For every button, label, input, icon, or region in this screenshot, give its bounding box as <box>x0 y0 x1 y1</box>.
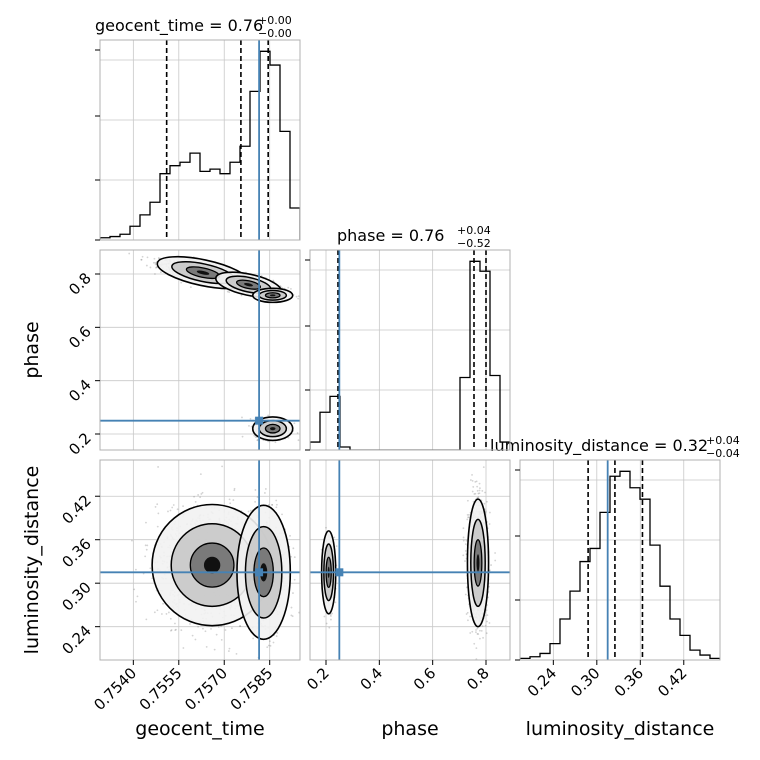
title-luminosity-distance-sup: +0.04 <box>706 434 740 447</box>
x-tick-label-geocent-time-0: 0.7540 <box>90 664 140 714</box>
frame-1-0 <box>99 249 301 451</box>
frame-2-0 <box>99 459 301 661</box>
title-geocent-time-sup: +0.00 <box>258 14 292 27</box>
x-tick-label-geocent-time-1: 0.7555 <box>136 664 186 714</box>
panel-geocent-time-histogram <box>100 40 300 240</box>
x-axis-label-luminosity-distance: luminosity_distance <box>526 718 715 740</box>
title-luminosity-distance-text: luminosity_distance = 0.32 <box>490 436 708 456</box>
panel-luminosity-distance-vs-phase <box>310 460 510 660</box>
y-tick-label-phase-1: 0.4 <box>65 376 95 406</box>
y-tick-label-luminosity-distance-2: 0.36 <box>58 535 94 571</box>
density-peak-0 <box>203 556 221 574</box>
x-tick-label-luminosity-distance-0: 0.24 <box>524 664 560 700</box>
title-phase-text: phase = 0.76 <box>337 226 444 245</box>
y-tick-label-phase-0: 0.2 <box>65 429 95 459</box>
x-tick-label-geocent-time-2: 0.7570 <box>181 664 231 714</box>
y-axis-label-luminosity-distance: luminosity_distance <box>21 466 43 655</box>
density-peak-1 <box>476 554 480 572</box>
title-phase: phase = 0.76 +0.04 −0.52 <box>337 224 491 250</box>
y-axis-label-phase: phase <box>21 321 43 378</box>
panel-luminosity-distance-vs-geocent-time <box>100 460 300 660</box>
title-phase-sub: −0.52 <box>457 237 491 250</box>
x-tick-label-phase-0: 0.2 <box>303 664 333 694</box>
x-tick-label-luminosity-distance-1: 0.30 <box>567 664 603 700</box>
x-axis-label-phase: phase <box>381 718 438 740</box>
truth-marker <box>335 568 344 577</box>
frame-1-1 <box>309 249 511 451</box>
y-tick-label-luminosity-distance-3: 0.42 <box>58 491 94 527</box>
frame-2-1 <box>309 459 511 661</box>
frame-2-2 <box>519 459 721 661</box>
x-tick-label-phase-2: 0.6 <box>410 664 440 694</box>
x-tick-label-luminosity-distance-3: 0.42 <box>654 664 690 700</box>
title-luminosity-distance: luminosity_distance = 0.32 +0.04 −0.04 <box>490 434 740 460</box>
density-peak-3 <box>270 427 276 431</box>
y-tick-label-phase-2: 0.6 <box>65 322 95 352</box>
title-geocent-time-text: geocent_time = 0.76 <box>95 16 263 36</box>
x-axis-label-geocent-time: geocent_time <box>135 718 264 740</box>
panel-phase-histogram <box>310 250 510 450</box>
title-geocent-time-sub: −0.00 <box>258 27 292 40</box>
histogram-phase <box>310 260 510 450</box>
panel-phase-vs-geocent-time <box>100 250 300 450</box>
density-peak-0 <box>196 270 210 275</box>
density-peak-1 <box>244 282 253 287</box>
y-tick-label-luminosity-distance-0: 0.24 <box>58 622 94 658</box>
title-phase-sup: +0.04 <box>457 224 491 237</box>
x-tick-label-phase-1: 0.4 <box>357 664 387 694</box>
x-tick-label-phase-3: 0.8 <box>463 664 493 694</box>
frame-0-0 <box>99 39 301 241</box>
title-geocent-time: geocent_time = 0.76 +0.00 −0.00 <box>95 14 292 40</box>
truth-marker <box>255 416 264 425</box>
panel-luminosity-distance-histogram <box>520 460 720 660</box>
histogram-geocent-time <box>100 50 300 240</box>
y-tick-label-luminosity-distance-1: 0.30 <box>58 578 94 614</box>
x-tick-label-luminosity-distance-2: 0.36 <box>611 664 647 700</box>
histogram-luminosity-distance <box>520 470 720 660</box>
truth-marker <box>255 568 264 577</box>
title-luminosity-distance-sub: −0.04 <box>706 447 740 460</box>
y-tick-label-phase-3: 0.8 <box>65 269 95 299</box>
density-peak-2 <box>270 294 276 297</box>
x-tick-label-geocent-time-3: 0.7585 <box>227 664 277 714</box>
